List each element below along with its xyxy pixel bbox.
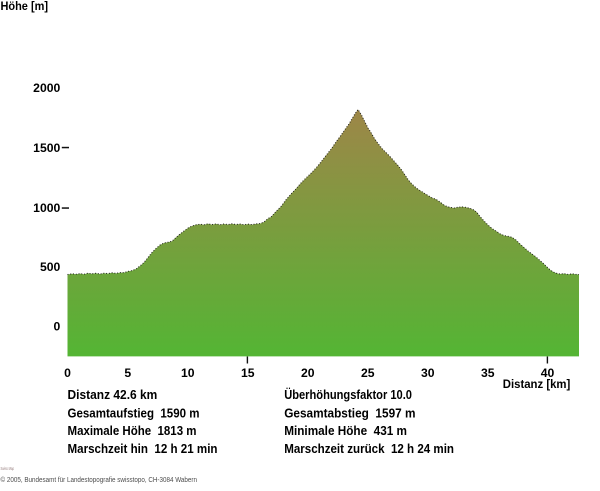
svg-text:20: 20	[301, 366, 315, 380]
svg-text:Marschzeit hin 12 h 21 min: Marschzeit hin 12 h 21 min	[68, 441, 218, 456]
svg-text:Gesamtaufstieg 1590 m: Gesamtaufstieg 1590 m	[68, 405, 200, 420]
svg-text:2000: 2000	[33, 81, 60, 95]
svg-text:1000: 1000	[33, 201, 60, 215]
svg-text:10: 10	[181, 366, 195, 380]
svg-text:0: 0	[64, 366, 71, 380]
svg-text:1500: 1500	[33, 141, 60, 155]
svg-text:40: 40	[541, 366, 555, 380]
svg-text:Minimale Höhe 431 m: Minimale Höhe 431 m	[284, 423, 407, 438]
svg-text:500: 500	[40, 260, 61, 274]
svg-text:5: 5	[124, 366, 131, 380]
svg-text:Überhöhungsfaktor 10.0: Überhöhungsfaktor 10.0	[284, 387, 412, 402]
svg-text:Marschzeit zurück 12 h 24 min: Marschzeit zurück 12 h 24 min	[284, 441, 454, 456]
svg-text:0: 0	[54, 320, 61, 334]
svg-text:15: 15	[241, 366, 255, 380]
svg-text:Distanz [km]: Distanz [km]	[503, 377, 571, 391]
svg-text:Distanz 42.6 km: Distanz 42.6 km	[68, 387, 158, 402]
svg-text:Gesamtabstieg 1597 m: Gesamtabstieg 1597 m	[284, 405, 415, 420]
svg-text:35: 35	[481, 366, 495, 380]
svg-text:30: 30	[421, 366, 435, 380]
svg-text:Swiss Map: Swiss Map	[1, 466, 15, 472]
svg-text:Maximale Höhe 1813 m: Maximale Höhe 1813 m	[68, 423, 197, 438]
svg-text:25: 25	[361, 366, 375, 380]
svg-text:© 2005, Bundesamt für Landesto: © 2005, Bundesamt für Landestopografie s…	[1, 476, 198, 484]
svg-text:Höhe [m]: Höhe [m]	[1, 0, 49, 13]
